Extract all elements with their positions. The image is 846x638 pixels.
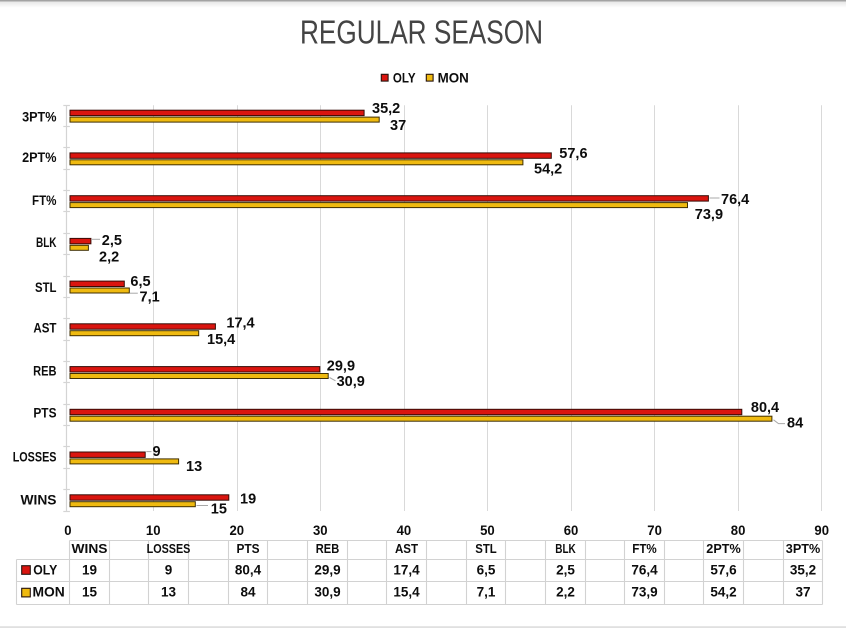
svg-text:REB: REB	[33, 364, 57, 379]
svg-text:57,6: 57,6	[559, 146, 587, 162]
svg-text:WINS: WINS	[72, 541, 108, 556]
svg-text:9: 9	[153, 444, 161, 460]
svg-text:15,4: 15,4	[393, 585, 420, 600]
svg-text:AST: AST	[395, 541, 418, 556]
svg-text:AST: AST	[33, 321, 57, 336]
svg-text:84: 84	[240, 585, 256, 600]
svg-text:13: 13	[161, 585, 177, 600]
svg-text:6,5: 6,5	[477, 563, 496, 578]
svg-text:57,6: 57,6	[710, 563, 737, 578]
svg-text:BLK: BLK	[36, 235, 57, 250]
svg-text:15: 15	[211, 502, 227, 518]
svg-text:40: 40	[397, 522, 412, 538]
svg-text:73,9: 73,9	[695, 207, 723, 223]
svg-text:2,2: 2,2	[556, 585, 575, 600]
svg-text:LOSSES: LOSSES	[147, 541, 191, 556]
svg-text:OLY: OLY	[393, 71, 416, 86]
svg-text:2,5: 2,5	[102, 233, 122, 249]
svg-text:OLY: OLY	[33, 563, 57, 578]
svg-text:BLK: BLK	[555, 541, 576, 556]
svg-text:MON: MON	[33, 585, 65, 600]
svg-text:15: 15	[82, 585, 98, 600]
svg-text:MON: MON	[438, 71, 469, 86]
svg-text:90: 90	[814, 522, 829, 538]
svg-text:19: 19	[82, 563, 97, 578]
svg-text:37: 37	[795, 585, 810, 600]
svg-text:60: 60	[564, 522, 579, 538]
svg-text:PTS: PTS	[33, 405, 56, 420]
svg-text:2PT%: 2PT%	[22, 150, 56, 165]
svg-text:10: 10	[146, 522, 161, 538]
svg-text:6,5: 6,5	[130, 274, 150, 290]
svg-text:37: 37	[390, 118, 406, 134]
svg-text:19: 19	[240, 492, 256, 508]
svg-text:LOSSES: LOSSES	[13, 450, 57, 465]
svg-text:73,9: 73,9	[631, 585, 657, 600]
svg-text:7,1: 7,1	[140, 290, 160, 306]
svg-text:29,9: 29,9	[327, 358, 355, 374]
svg-text:84: 84	[787, 416, 803, 432]
svg-text:76,4: 76,4	[721, 192, 749, 208]
svg-text:20: 20	[230, 522, 245, 538]
svg-text:35,2: 35,2	[790, 563, 816, 578]
svg-text:70: 70	[647, 522, 662, 538]
svg-text:17,4: 17,4	[226, 316, 254, 332]
svg-text:FT%: FT%	[32, 193, 57, 208]
svg-text:STL: STL	[475, 541, 497, 556]
svg-text:30,9: 30,9	[314, 585, 340, 600]
svg-text:2PT%: 2PT%	[706, 541, 741, 556]
svg-text:30: 30	[313, 522, 328, 538]
svg-text:15,4: 15,4	[207, 332, 235, 348]
svg-text:80,4: 80,4	[235, 563, 262, 578]
svg-text:35,2: 35,2	[372, 101, 400, 117]
svg-text:2,5: 2,5	[556, 563, 575, 578]
svg-text:2,2: 2,2	[99, 249, 119, 265]
svg-text:13: 13	[186, 459, 202, 475]
svg-text:29,9: 29,9	[314, 563, 340, 578]
svg-text:76,4: 76,4	[631, 563, 658, 578]
svg-text:3PT%: 3PT%	[786, 541, 821, 556]
svg-text:3PT%: 3PT%	[22, 110, 56, 125]
svg-text:54,2: 54,2	[534, 162, 562, 178]
svg-text:80,4: 80,4	[751, 400, 779, 416]
svg-text:FT%: FT%	[632, 541, 657, 556]
svg-text:STL: STL	[35, 280, 57, 295]
svg-text:PTS: PTS	[236, 541, 259, 556]
svg-text:9: 9	[165, 563, 173, 578]
svg-text:50: 50	[480, 522, 495, 538]
svg-text:80: 80	[731, 522, 746, 538]
svg-text:54,2: 54,2	[710, 585, 736, 600]
svg-text:7,1: 7,1	[477, 585, 496, 600]
svg-text:REGULAR SEASON: REGULAR SEASON	[300, 14, 543, 51]
svg-text:0: 0	[64, 522, 71, 538]
svg-text:WINS: WINS	[21, 492, 57, 507]
svg-text:17,4: 17,4	[393, 563, 420, 578]
svg-text:REB: REB	[316, 541, 339, 556]
svg-text:30,9: 30,9	[337, 374, 365, 390]
